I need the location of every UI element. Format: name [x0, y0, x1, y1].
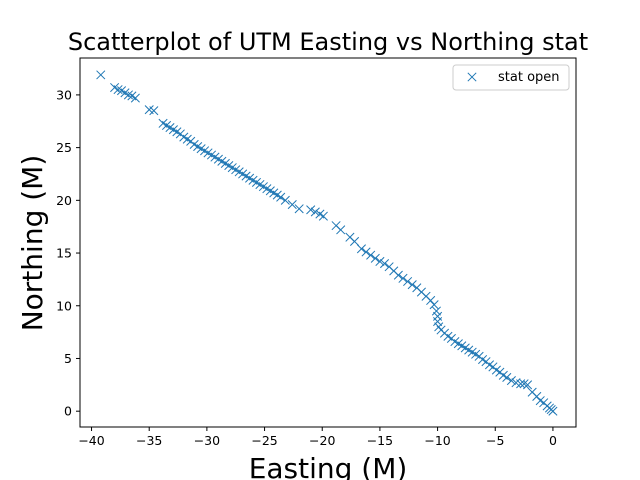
- data-point: [361, 247, 371, 257]
- data-point: [336, 225, 346, 235]
- legend: stat open: [452, 64, 570, 91]
- data-point: [519, 379, 529, 389]
- data-point: [318, 211, 328, 221]
- data-point: [356, 244, 367, 254]
- data-point: [113, 85, 123, 95]
- y-tick-label: 15: [56, 246, 72, 261]
- data-point: [548, 406, 558, 416]
- x-tick-label: −5: [486, 433, 504, 448]
- data-point: [96, 70, 106, 80]
- data-point: [403, 276, 413, 287]
- y-tick-label: 30: [56, 87, 72, 102]
- data-points: [96, 70, 558, 416]
- legend-marker: [467, 72, 477, 82]
- data-point: [306, 205, 316, 215]
- y-tick-label: 20: [56, 193, 72, 208]
- data-point: [370, 253, 380, 263]
- data-point: [379, 259, 390, 269]
- data-point: [433, 317, 443, 327]
- y-tick-label: 5: [64, 351, 72, 366]
- data-point: [123, 90, 134, 100]
- x-tick-label: −10: [424, 433, 450, 448]
- x-tick-label: −25: [251, 433, 277, 448]
- data-point: [429, 300, 439, 310]
- legend-label: stat open: [498, 70, 560, 85]
- x-tick-label: −30: [194, 433, 220, 448]
- data-point: [149, 106, 159, 116]
- data-point: [393, 270, 403, 280]
- y-tick-label: 25: [56, 140, 72, 155]
- y-axis-label: Northing (M): [16, 155, 49, 332]
- data-point: [287, 199, 297, 210]
- data-point: [431, 306, 441, 316]
- data-point: [375, 256, 385, 267]
- x-tick-label: −40: [78, 433, 104, 448]
- data-point: [280, 195, 290, 205]
- legend-marker-icon: [467, 72, 477, 82]
- plot-frame: [79, 57, 577, 428]
- data-point: [310, 207, 320, 217]
- x-tick-label: −35: [136, 433, 162, 448]
- x-tick-label: −15: [367, 433, 393, 448]
- chart-title: Scatterplot of UTM Easting vs Northing s…: [68, 28, 588, 56]
- x-axis-label: Easting (M): [249, 452, 408, 480]
- data-point: [426, 295, 436, 306]
- x-tick-label: 0: [549, 433, 557, 448]
- x-tick-label: −20: [309, 433, 335, 448]
- y-tick-label: 0: [64, 404, 72, 419]
- data-point: [130, 93, 140, 103]
- data-point: [366, 250, 376, 260]
- data-point: [522, 380, 533, 390]
- data-point: [506, 376, 516, 386]
- data-point: [398, 273, 408, 283]
- y-tick-label: 10: [56, 298, 72, 313]
- x-axis-ticks: −40 −35 −30 −25 −20 −15 −10 −5 0: [78, 427, 557, 448]
- data-point: [294, 204, 304, 214]
- data-point: [276, 192, 286, 202]
- data-point: [502, 372, 512, 383]
- data-point: [407, 280, 417, 290]
- legend-box: [452, 64, 570, 91]
- plot-area: [79, 57, 577, 428]
- y-axis-ticks: 0 5 10 15 20 25 30: [56, 87, 80, 419]
- data-point: [349, 236, 360, 246]
